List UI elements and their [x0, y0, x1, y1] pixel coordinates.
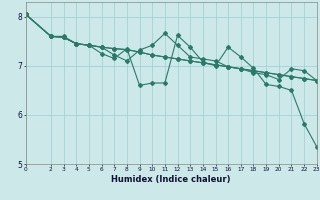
X-axis label: Humidex (Indice chaleur): Humidex (Indice chaleur)	[111, 175, 231, 184]
